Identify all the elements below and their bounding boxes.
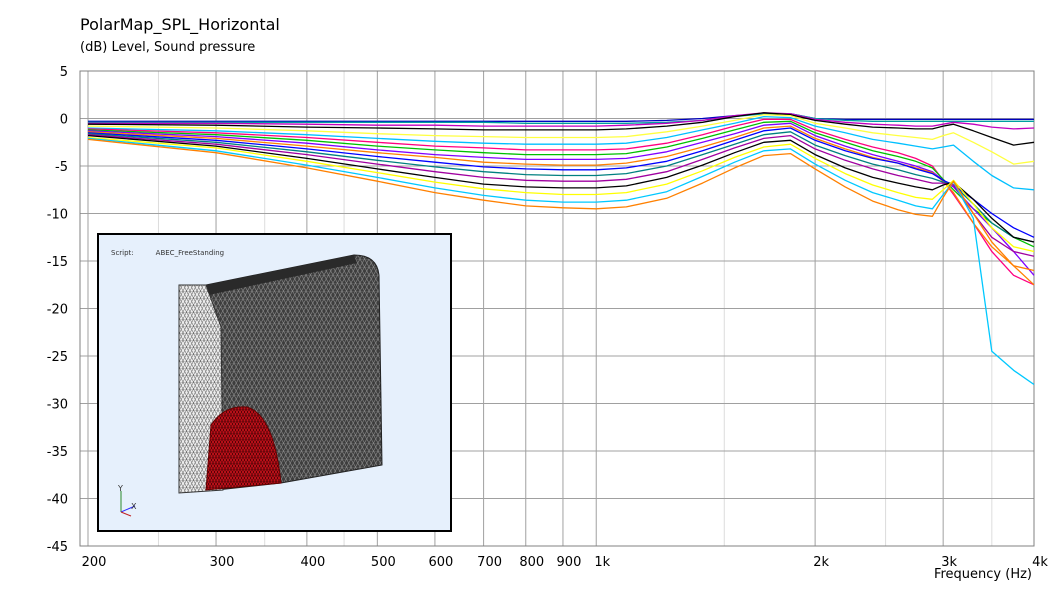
y-tick-label: -10 <box>47 208 68 223</box>
inset-script-key: Script: <box>111 249 134 257</box>
axis-x-letter: X <box>131 502 137 511</box>
x-tick-label: 300 <box>210 555 235 570</box>
x-tick-label: 600 <box>429 555 454 570</box>
y-tick-label: -20 <box>47 303 68 318</box>
series-line <box>87 115 1035 191</box>
x-tick-label: 900 <box>557 555 582 570</box>
series-line <box>87 136 1035 253</box>
series-line <box>88 113 1034 124</box>
y-tick-label: -5 <box>55 160 68 175</box>
y-tick-label: -25 <box>47 350 68 365</box>
axis-y-letter: Y <box>117 484 123 493</box>
series-line <box>87 134 1035 257</box>
series-line <box>88 113 1034 122</box>
y-axis-label: (dB) Level, Sound pressure <box>80 40 256 55</box>
x-tick-label: 4k <box>1032 555 1048 570</box>
chart-title: PolarMap_SPL_Horizontal <box>80 15 280 34</box>
x-tick-label: 400 <box>300 555 325 570</box>
axis-triad: Y X <box>117 484 137 517</box>
y-tick-label: -45 <box>47 540 68 555</box>
x-tick-label: 2k <box>813 555 829 570</box>
throat-region <box>205 406 282 491</box>
x-tick-label: 1k <box>594 555 610 570</box>
y-tick-label: -30 <box>47 398 68 413</box>
inset-script-name: ABEC_FreeStanding <box>155 249 225 257</box>
mesh-render: Y X <box>117 254 383 517</box>
x-tick-label: 3k <box>941 555 957 570</box>
y-tick-label: -40 <box>47 493 68 508</box>
series-line <box>87 114 1035 165</box>
y-tick-label: 0 <box>60 113 68 128</box>
x-axis-label: Frequency (Hz) <box>933 567 1032 582</box>
inset-script-label: Script: ABEC_FreeStanding <box>111 249 224 257</box>
x-tick-label: 200 <box>82 555 107 570</box>
series-line <box>87 112 1035 146</box>
x-tick-label: 800 <box>519 555 544 570</box>
series-line <box>87 138 1035 286</box>
x-tick-label: 500 <box>371 555 396 570</box>
mesh-model-inset: Script: ABEC_FreeStanding <box>97 233 452 532</box>
y-tick-label: -35 <box>47 445 68 460</box>
series-line <box>87 125 1035 272</box>
x-tick-label: 700 <box>477 555 502 570</box>
y-tick-label: 5 <box>60 65 68 80</box>
plot-frame <box>79 70 1035 547</box>
y-tick-label: -15 <box>47 255 68 270</box>
